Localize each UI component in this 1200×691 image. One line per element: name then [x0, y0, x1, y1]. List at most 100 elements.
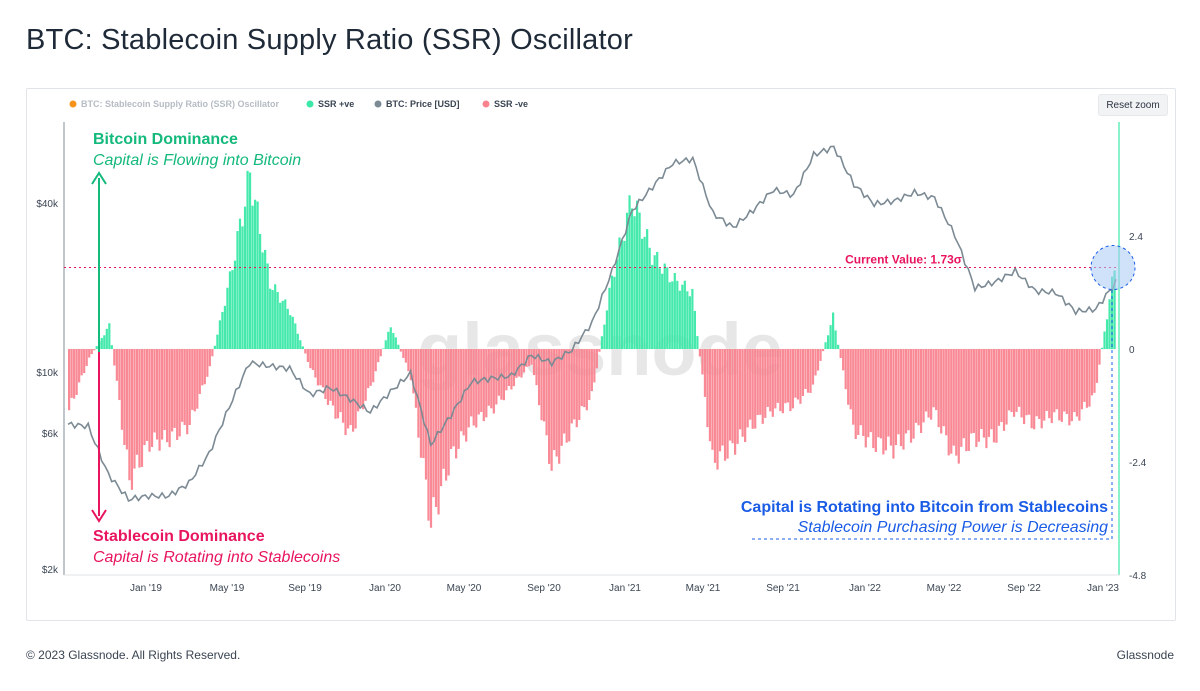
- ssr-negative-bar[interactable]: [304, 349, 307, 354]
- ssr-negative-bar[interactable]: [862, 349, 865, 436]
- ssr-negative-bar[interactable]: [1023, 349, 1026, 425]
- ssr-negative-bar[interactable]: [85, 349, 88, 366]
- ssr-negative-bar[interactable]: [786, 349, 789, 403]
- ssr-positive-bar[interactable]: [389, 327, 392, 349]
- ssr-negative-bar[interactable]: [1040, 349, 1043, 429]
- ssr-positive-bar[interactable]: [105, 328, 108, 349]
- ssr-negative-bar[interactable]: [522, 349, 526, 373]
- ssr-positive-bar[interactable]: [681, 284, 684, 349]
- ssr-negative-bar[interactable]: [844, 349, 847, 390]
- ssr-negative-bar[interactable]: [734, 349, 737, 455]
- legend-item-0[interactable]: BTC: Stablecoin Supply Ratio (SSR) Oscil…: [81, 99, 280, 109]
- ssr-negative-bar[interactable]: [739, 349, 742, 430]
- ssr-negative-bar[interactable]: [120, 349, 123, 430]
- ssr-negative-bar[interactable]: [942, 349, 945, 427]
- ssr-negative-bar[interactable]: [1085, 349, 1089, 408]
- ssr-negative-bar[interactable]: [1083, 349, 1086, 402]
- ssr-negative-bar[interactable]: [367, 349, 370, 389]
- ssr-negative-bar[interactable]: [907, 349, 910, 431]
- ssr-negative-bar[interactable]: [505, 349, 508, 391]
- ssr-negative-bar[interactable]: [507, 349, 511, 387]
- ssr-negative-bar[interactable]: [925, 349, 928, 412]
- ssr-negative-bar[interactable]: [128, 349, 131, 481]
- ssr-negative-bar[interactable]: [927, 349, 930, 418]
- ssr-negative-bar[interactable]: [497, 349, 500, 396]
- ssr-negative-bar[interactable]: [995, 349, 998, 443]
- ssr-negative-bar[interactable]: [70, 349, 73, 398]
- ssr-negative-bar[interactable]: [1038, 349, 1041, 419]
- ssr-negative-bar[interactable]: [485, 349, 488, 418]
- ssr-negative-bar[interactable]: [1015, 349, 1018, 412]
- ssr-negative-bar[interactable]: [857, 349, 860, 435]
- ssr-negative-bar[interactable]: [88, 349, 91, 358]
- ssr-negative-bar[interactable]: [779, 349, 782, 412]
- ssr-negative-bar[interactable]: [83, 349, 86, 374]
- ssr-positive-bar[interactable]: [387, 331, 390, 349]
- ssr-negative-bar[interactable]: [1050, 349, 1053, 424]
- ssr-negative-bar[interactable]: [796, 349, 800, 400]
- ssr-negative-bar[interactable]: [899, 349, 903, 447]
- ssr-negative-bar[interactable]: [809, 349, 812, 393]
- ssr-positive-bar[interactable]: [834, 330, 837, 349]
- ssr-positive-bar[interactable]: [691, 288, 694, 349]
- ssr-positive-bar[interactable]: [608, 287, 611, 349]
- ssr-negative-bar[interactable]: [884, 349, 887, 451]
- ssr-negative-bar[interactable]: [1007, 349, 1011, 411]
- ssr-negative-bar[interactable]: [960, 349, 963, 447]
- ssr-negative-bar[interactable]: [118, 349, 121, 401]
- legend-item-1[interactable]: SSR +ve: [318, 99, 354, 109]
- ssr-negative-bar[interactable]: [206, 349, 209, 377]
- ssr-negative-bar[interactable]: [148, 349, 151, 452]
- ssr-negative-bar[interactable]: [746, 349, 749, 428]
- ssr-negative-bar[interactable]: [1058, 349, 1061, 421]
- ssr-negative-bar[interactable]: [125, 349, 129, 450]
- ssr-negative-bar[interactable]: [201, 349, 204, 386]
- ssr-negative-bar[interactable]: [952, 349, 955, 446]
- ssr-negative-bar[interactable]: [947, 349, 950, 456]
- ssr-negative-bar[interactable]: [525, 349, 528, 367]
- ssr-negative-bar[interactable]: [955, 349, 958, 456]
- ssr-negative-bar[interactable]: [540, 349, 543, 421]
- ssr-positive-bar[interactable]: [623, 240, 626, 349]
- ssr-positive-bar[interactable]: [1108, 299, 1111, 349]
- ssr-negative-bar[interactable]: [517, 349, 521, 377]
- legend-marker-3[interactable]: [482, 100, 490, 108]
- ssr-negative-bar[interactable]: [181, 349, 184, 422]
- ssr-negative-bar[interactable]: [1033, 349, 1036, 430]
- ssr-negative-bar[interactable]: [977, 349, 980, 442]
- ssr-positive-bar[interactable]: [269, 288, 272, 349]
- ssr-positive-bar[interactable]: [294, 323, 297, 349]
- ssr-positive-bar[interactable]: [226, 287, 229, 349]
- ssr-negative-bar[interactable]: [794, 349, 797, 398]
- ssr-negative-bar[interactable]: [90, 349, 93, 355]
- ssr-negative-bar[interactable]: [1065, 349, 1068, 415]
- ssr-negative-bar[interactable]: [887, 349, 890, 437]
- ssr-positive-bar[interactable]: [610, 275, 614, 349]
- ssr-negative-bar[interactable]: [460, 349, 463, 432]
- ssr-positive-bar[interactable]: [256, 201, 259, 349]
- ssr-negative-bar[interactable]: [1075, 349, 1078, 417]
- ssr-negative-bar[interactable]: [874, 349, 877, 452]
- ssr-negative-bar[interactable]: [155, 349, 159, 440]
- ssr-negative-bar[interactable]: [168, 349, 171, 448]
- ssr-positive-bar[interactable]: [668, 282, 671, 349]
- ssr-negative-bar[interactable]: [892, 349, 895, 459]
- legend-marker-0[interactable]: [69, 100, 77, 108]
- ssr-negative-bar[interactable]: [1043, 349, 1046, 421]
- ssr-negative-bar[interactable]: [399, 349, 402, 352]
- ssr-positive-bar[interactable]: [693, 310, 696, 349]
- ssr-positive-bar[interactable]: [108, 323, 111, 349]
- ssr-negative-bar[interactable]: [1030, 349, 1033, 429]
- ssr-negative-bar[interactable]: [1090, 349, 1094, 396]
- ssr-negative-bar[interactable]: [708, 349, 712, 442]
- ssr-positive-bar[interactable]: [673, 272, 676, 349]
- ssr-negative-bar[interactable]: [351, 349, 355, 432]
- ssr-negative-bar[interactable]: [404, 349, 407, 363]
- ssr-negative-bar[interactable]: [1012, 349, 1016, 417]
- ssr-negative-bar[interactable]: [558, 349, 561, 464]
- ssr-negative-bar[interactable]: [784, 349, 787, 404]
- ssr-negative-bar[interactable]: [919, 349, 923, 433]
- ssr-negative-bar[interactable]: [804, 349, 807, 389]
- ssr-negative-bar[interactable]: [377, 349, 380, 363]
- ssr-negative-bar[interactable]: [143, 349, 146, 446]
